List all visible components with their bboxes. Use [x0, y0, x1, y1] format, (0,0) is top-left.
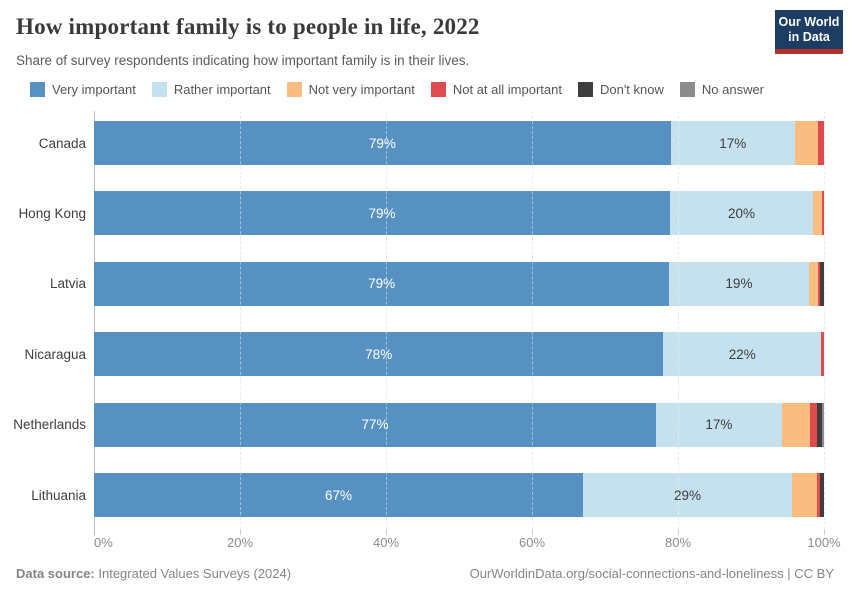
- legend-item-rather_important[interactable]: Rather important: [151, 82, 271, 97]
- stacked-bar-canada: 79% 17%: [94, 121, 824, 165]
- legend-swatch-not_at_all_important: [430, 82, 446, 97]
- bar-segment-not_very_important[interactable]: [781, 402, 811, 447]
- axis-tick-label-40: 40%: [372, 535, 400, 550]
- bar-value-label: 17%: [705, 417, 733, 433]
- bar-segment-rather_important[interactable]: 29%: [583, 473, 792, 517]
- bar-segment-not_very_important[interactable]: [794, 121, 819, 165]
- category-label-nicaragua: Nicaragua: [24, 346, 86, 362]
- axis-tick-80: [678, 530, 679, 535]
- bar-segment-not_at_all_important[interactable]: [821, 191, 824, 236]
- bar-segment-not_at_all_important[interactable]: [821, 332, 824, 377]
- axis-tick-40: [386, 530, 387, 535]
- chart-footer: Data source: Integrated Values Surveys (…: [16, 566, 834, 581]
- bar-segment-rather_important[interactable]: 19%: [669, 261, 809, 306]
- legend-label: No answer: [701, 82, 765, 97]
- category-label-netherlands: Netherlands: [13, 417, 86, 433]
- bar-segment-dont_know[interactable]: [817, 402, 822, 447]
- stacked-bar-netherlands: 77% 17%: [94, 402, 824, 447]
- category-label-latvia: Latvia: [49, 276, 86, 292]
- legend-item-very_important[interactable]: Very important: [30, 82, 136, 97]
- gridline-100: [824, 111, 825, 530]
- axis-tick-100: [824, 530, 825, 535]
- gridline-60: [532, 111, 533, 530]
- bar-value-label: 20%: [727, 205, 756, 221]
- legend-label: Not very important: [308, 82, 415, 97]
- bar-segment-not_very_important[interactable]: [791, 473, 818, 517]
- bar-value-label: 17%: [719, 135, 747, 151]
- bar-segment-very_important[interactable]: 79%: [94, 191, 670, 236]
- page-title: How important family is to people in lif…: [16, 14, 480, 39]
- chart-legend: Very important Rather important Not very i…: [30, 82, 840, 97]
- axis-tick-label-80: 80%: [664, 535, 692, 550]
- bar-segment-dont_know[interactable]: [819, 261, 824, 306]
- bar-value-label: 19%: [725, 276, 753, 292]
- bar-value-label: 29%: [673, 487, 701, 503]
- bar-segment-not_very_important[interactable]: [808, 261, 819, 306]
- data-source: Data source: Integrated Values Surveys (…: [16, 566, 291, 581]
- legend-label: Not at all important: [452, 82, 562, 97]
- axis-tick-60: [532, 530, 533, 535]
- axis-tick-label-20: 20%: [226, 535, 254, 550]
- bar-segment-not_at_all_important[interactable]: [818, 261, 820, 306]
- legend-swatch-no_answer: [679, 82, 695, 97]
- axis-tick-label-0: 0%: [94, 535, 113, 550]
- bar-segment-not_very_important[interactable]: [813, 191, 822, 236]
- gridline-40: [386, 111, 387, 530]
- owid-logo-line2: in Data: [788, 30, 830, 44]
- category-label-canada: Canada: [38, 135, 86, 151]
- stacked-bar-latvia: 79% 19%: [94, 261, 824, 306]
- legend-swatch-very_important: [30, 82, 45, 97]
- bar-segment-very_important[interactable]: 78%: [94, 332, 664, 377]
- chart-subtitle: Share of survey respondents indicating h…: [16, 53, 470, 68]
- data-source-text: Integrated Values Surveys (2024): [98, 566, 292, 581]
- bar-value-label: 79%: [368, 135, 396, 151]
- legend-swatch-dont_know: [577, 82, 593, 97]
- legend-item-no_answer[interactable]: No answer: [679, 82, 765, 97]
- gridline-20: [240, 111, 241, 530]
- bar-segment-rather_important[interactable]: 22%: [663, 332, 822, 377]
- stacked-bar-hong-kong: 79% 20%: [94, 191, 824, 236]
- legend-label: Don't know: [599, 82, 664, 97]
- bar-value-label: 78%: [365, 346, 393, 362]
- stacked-bar-lithuania: 67% 29%: [94, 473, 824, 517]
- bar-value-label: 67%: [325, 487, 353, 503]
- stacked-bar-chart: 0% 20% 40% 60% 80% 100% Canada 79% 17% Hong Kong 7…: [0, 111, 850, 557]
- axis-tick-20: [240, 530, 241, 535]
- bar-segment-rather_important[interactable]: 20%: [669, 191, 814, 236]
- legend-swatch-not_very_important: [286, 82, 302, 97]
- legend-item-not_at_all_important[interactable]: Not at all important: [430, 82, 562, 97]
- y-axis-line: [93, 111, 95, 535]
- bar-segment-very_important[interactable]: 77%: [94, 402, 657, 447]
- bar-segment-very_important[interactable]: 79%: [94, 121, 671, 165]
- legend-swatch-rather_important: [151, 82, 167, 97]
- category-label-hong-kong: Hong Kong: [18, 205, 86, 221]
- gridline-80: [678, 111, 679, 530]
- bar-segment-very_important[interactable]: 67%: [94, 473, 584, 517]
- bar-segment-no_answer[interactable]: [821, 402, 824, 447]
- bar-segment-not_at_all_important[interactable]: [810, 402, 818, 447]
- bar-segment-rather_important[interactable]: 17%: [670, 121, 795, 165]
- bar-segment-not_at_all_important[interactable]: [818, 121, 824, 165]
- bar-segment-not_at_all_important[interactable]: [817, 473, 821, 517]
- stacked-bar-nicaragua: 78% 22%: [94, 332, 824, 377]
- bar-value-label: 79%: [368, 276, 396, 292]
- owid-logo[interactable]: Our World in Data: [775, 10, 843, 54]
- bar-value-label: 77%: [361, 417, 389, 433]
- bar-segment-dont_know[interactable]: [820, 473, 824, 517]
- bar-segment-rather_important[interactable]: 17%: [656, 402, 782, 447]
- data-source-label: Data source:: [16, 566, 95, 581]
- bar-value-label: 22%: [728, 346, 756, 362]
- bar-segment-very_important[interactable]: 79%: [94, 261, 670, 306]
- bar-value-label: 79%: [368, 205, 396, 221]
- legend-label: Rather important: [173, 82, 271, 97]
- legend-label: Very important: [52, 82, 136, 97]
- axis-tick-label-60: 60%: [518, 535, 546, 550]
- owid-logo-line1: Our World: [778, 15, 840, 29]
- legend-item-not_very_important[interactable]: Not very important: [286, 82, 415, 97]
- legend-item-dont_know[interactable]: Don't know: [577, 82, 664, 97]
- category-label-lithuania: Lithuania: [31, 487, 86, 503]
- owid-footer-link[interactable]: OurWorldinData.org/social-connections-an…: [469, 566, 834, 581]
- axis-tick-label-100: 100%: [807, 535, 841, 550]
